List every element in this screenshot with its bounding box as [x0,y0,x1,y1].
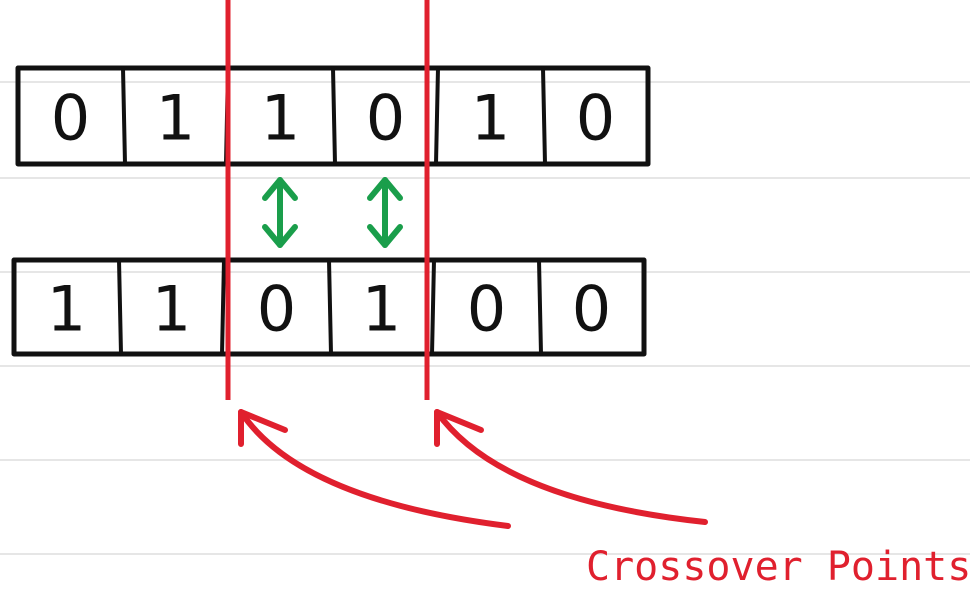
cell-divider [430,258,436,356]
cell-divider [117,258,123,356]
bit-cell: 0 [366,82,405,155]
crossover-points-label: Crossover Points [586,544,970,590]
cell-divider [220,258,226,356]
bit-cell: 0 [467,273,506,346]
cell-divider [537,258,543,356]
crossover-lines [225,0,430,400]
bit-cell: 1 [261,82,300,155]
bit-cell: 0 [257,273,296,346]
bit-cell: 1 [471,82,510,155]
pointer-arrow-icon [434,409,708,525]
bit-cell: 1 [362,273,401,346]
pointer-arrow-icon [238,409,511,529]
cell-divider [434,66,440,166]
cell-divider [121,66,127,166]
bit-cell: 0 [576,82,615,155]
swap-arrow-icon [262,177,298,248]
cell-divider [541,66,547,166]
bit-cell: 1 [47,273,86,346]
bit-cell: 0 [572,273,611,346]
cell-divider [327,258,333,356]
bit-cell: 0 [51,82,90,155]
bit-cell: 1 [156,82,195,155]
bit-cell: 1 [152,273,191,346]
crossover-pointer-arrows [238,409,708,529]
swap-arrows [262,177,403,248]
cell-divider [331,66,337,166]
swap-arrow-icon [367,177,403,248]
